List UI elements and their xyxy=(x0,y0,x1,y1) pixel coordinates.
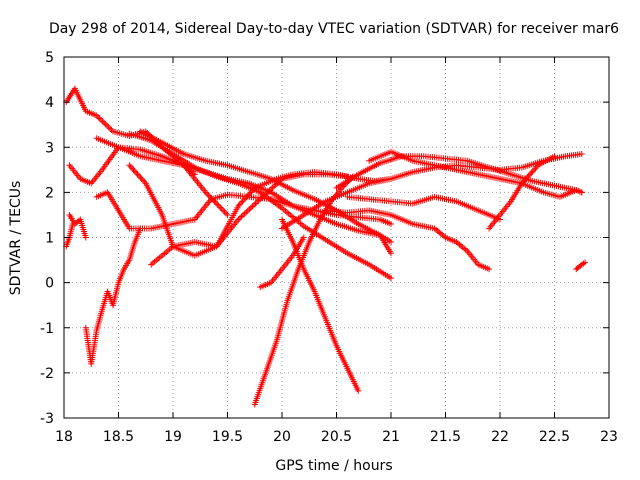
data-point xyxy=(93,112,100,119)
data-point xyxy=(96,115,103,122)
data-point xyxy=(578,151,585,158)
y-tick-label: -1 xyxy=(40,321,54,337)
y-tick-label: -2 xyxy=(40,366,54,382)
data-point xyxy=(107,125,114,132)
chart-title: Day 298 of 2014, Sidereal Day-to-day VTE… xyxy=(49,21,619,37)
y-tick-label: 2 xyxy=(45,185,54,201)
grid xyxy=(64,57,609,418)
data-point xyxy=(388,250,394,257)
data-point xyxy=(224,211,231,218)
y-axis-label: SDTVAR / TECUs xyxy=(8,181,24,296)
data-point xyxy=(137,225,144,232)
data-point xyxy=(108,127,115,134)
x-tick-label: 18.5 xyxy=(103,429,134,445)
x-tick-label: 19.5 xyxy=(212,429,243,445)
data-point xyxy=(99,118,106,125)
data-point xyxy=(82,234,89,241)
x-tick-label: 21 xyxy=(382,429,400,445)
x-axis-label: GPS time / hours xyxy=(275,458,392,474)
data-point xyxy=(388,220,394,227)
data-point xyxy=(300,234,307,241)
data-point xyxy=(388,275,394,282)
data-point xyxy=(104,122,111,129)
y-tick-label: -3 xyxy=(40,411,54,427)
data-point xyxy=(578,189,585,196)
y-tick-label: 5 xyxy=(45,50,54,66)
y-tick-label: 4 xyxy=(45,95,54,111)
data-point xyxy=(69,220,76,227)
y-tick-label: 3 xyxy=(45,140,54,156)
x-tick-label: 20 xyxy=(273,429,291,445)
x-tick-label: 23 xyxy=(600,429,618,445)
data-point xyxy=(101,119,108,126)
y-tick-label: 1 xyxy=(45,231,54,247)
data-point xyxy=(105,124,112,131)
axis-ticks: 18 18.5 19 19.5 20 20.5 21 21.5 22 22.5 23-3-2-101… xyxy=(40,50,618,445)
x-tick-label: 22.5 xyxy=(539,429,570,445)
data-point xyxy=(98,116,105,123)
x-tick-label: 21.5 xyxy=(430,429,461,445)
data-points xyxy=(63,85,589,408)
data-point xyxy=(486,266,493,273)
x-tick-label: 22 xyxy=(491,429,509,445)
data-point xyxy=(388,239,394,246)
y-tick-label: 0 xyxy=(45,276,54,292)
data-point xyxy=(102,121,109,128)
data-point xyxy=(582,259,589,266)
x-tick-label: 18 xyxy=(55,429,73,445)
x-tick-label: 19 xyxy=(164,429,182,445)
data-point xyxy=(355,387,362,394)
x-tick-label: 20.5 xyxy=(321,429,352,445)
data-point xyxy=(95,114,102,121)
data-point xyxy=(551,153,558,160)
